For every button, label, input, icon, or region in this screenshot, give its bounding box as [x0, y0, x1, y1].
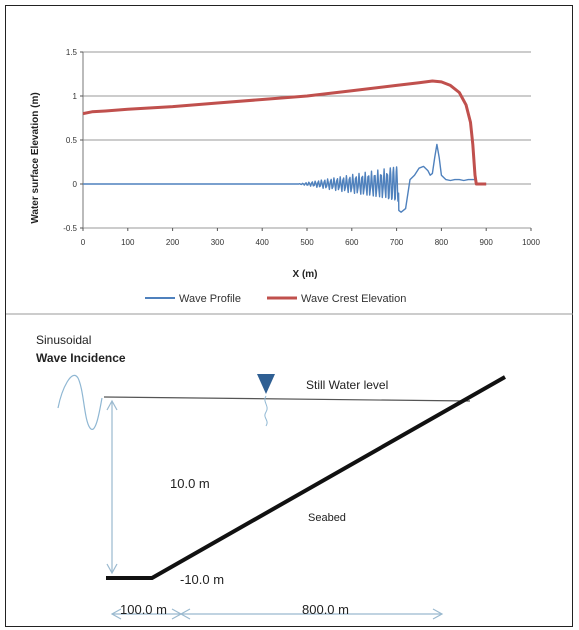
y-tick-label-2: 0.5	[66, 136, 78, 145]
x-tick-label-2: 200	[166, 238, 180, 247]
x-tick-label-6: 600	[345, 238, 359, 247]
legend-label-0: Wave Profile	[179, 293, 241, 305]
legend-label-1: Wave Crest Elevation	[301, 293, 406, 305]
x-tick-label-8: 800	[435, 238, 449, 247]
series-line-wave-profile	[83, 143, 487, 213]
wave-chart: -0.5 0 0.5 1 1.5 0 100 200 300 400 500 600 700 800 90…	[6, 48, 573, 315]
y-axis-title: Water surface Elevation (m)	[30, 92, 41, 223]
x-tick-label-4: 400	[256, 238, 270, 247]
x-tick-label-5: 500	[300, 238, 314, 247]
x-tick-label-1: 100	[121, 238, 135, 247]
x-tick-label-7: 700	[390, 238, 404, 247]
series-line-wave-crest-elevation	[82, 79, 487, 186]
x-tick-label-0: 0	[81, 238, 86, 247]
x-tick-label-9: 900	[480, 238, 494, 247]
y-tick-label-1: 0	[73, 180, 78, 189]
y-tick-label-4: 1.5	[66, 48, 78, 57]
y-tick-label-0: -0.5	[63, 224, 77, 233]
x-tick-label-3: 300	[211, 238, 225, 247]
x-axis-title: X (m)	[293, 269, 318, 280]
y-tick-label-3: 1	[73, 92, 78, 101]
x-tick-label-10: 1000	[522, 238, 540, 247]
